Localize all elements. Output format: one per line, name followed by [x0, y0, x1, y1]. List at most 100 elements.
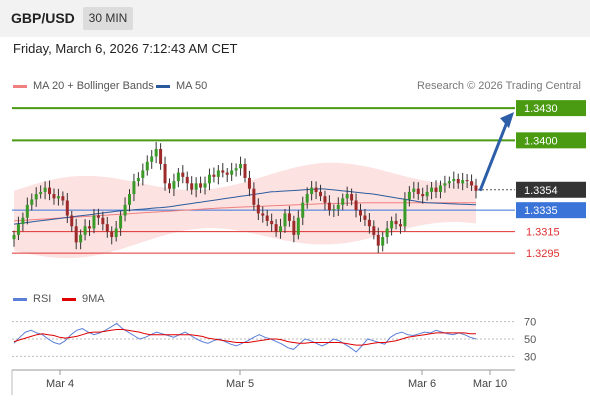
rsi-tick-label: 70 — [524, 317, 536, 329]
candle-body — [167, 183, 171, 189]
candle-body — [376, 234, 380, 246]
candle-body — [247, 177, 251, 189]
candle-body — [225, 172, 229, 175]
candle-body — [332, 209, 336, 211]
candle-body — [230, 170, 234, 175]
legend-item-rsi: RSI — [13, 293, 51, 305]
candle-body — [372, 226, 376, 235]
chart-datetime: Friday, March 6, 2026 7:12:43 AM CET — [13, 41, 238, 56]
candle-body — [461, 180, 465, 184]
candle-body — [39, 191, 43, 195]
legend-rsi-label: RSI — [33, 293, 52, 305]
candle-body — [274, 224, 278, 232]
candle-body — [398, 224, 402, 227]
candle-body — [123, 204, 127, 216]
x-tick-label: Mar 5 — [226, 378, 254, 390]
candle-body — [190, 183, 194, 190]
candle-body — [207, 174, 211, 184]
level-label-1.3354: 1.3354 — [524, 185, 558, 197]
candle-body — [61, 196, 65, 201]
level-label-1.3430: 1.3430 — [524, 103, 558, 115]
candle-body — [452, 179, 456, 182]
candle-body — [390, 220, 394, 229]
candle-body — [350, 194, 354, 201]
candle-body — [163, 163, 167, 184]
rsi-tick-label: 50 — [524, 334, 536, 346]
legend-ma20-label: MA 20 + Bollinger Bands — [33, 80, 154, 92]
candle-body — [119, 215, 123, 229]
candle-body — [43, 187, 47, 192]
legend-9ma-label: 9MA — [82, 293, 105, 305]
candle-body — [185, 176, 189, 184]
legend-ma50-label: MA 50 — [176, 80, 208, 92]
candle-body — [363, 215, 367, 220]
candle-body — [341, 198, 345, 205]
timeframe-button[interactable]: 30 MIN — [83, 7, 133, 30]
candle-body — [194, 183, 198, 190]
x-tick-label: Mar 4 — [46, 378, 74, 390]
candle-body — [438, 185, 442, 192]
candle-body — [470, 181, 474, 186]
candle-body — [394, 220, 398, 225]
candle-body — [430, 187, 434, 192]
candle-body — [203, 183, 207, 188]
candle-body — [367, 219, 371, 227]
candle-body — [154, 148, 158, 157]
level-tag-1.3354 — [516, 181, 586, 198]
candle-body — [114, 228, 118, 238]
level-tag-1.3400 — [516, 132, 586, 149]
candle-body — [12, 234, 16, 240]
candle-body — [447, 181, 451, 184]
candle-body — [336, 204, 340, 210]
candle-body — [456, 179, 460, 184]
candle-body — [256, 204, 260, 214]
candle-body — [16, 224, 20, 235]
candle-body — [145, 161, 149, 171]
candle-body — [101, 217, 105, 225]
candle-body — [327, 202, 331, 211]
legend-item-9ma: 9MA — [62, 293, 105, 305]
candle-body — [279, 226, 283, 232]
candle-body — [92, 215, 96, 229]
candle-body — [159, 148, 163, 164]
candle-body — [141, 170, 145, 178]
candle-body — [261, 213, 265, 216]
candle-body — [421, 194, 425, 197]
candle-body — [88, 226, 92, 229]
candle-body — [345, 194, 349, 199]
candle-body — [403, 199, 407, 227]
candle-body — [34, 194, 38, 200]
candle-body — [434, 187, 438, 192]
candle-body — [128, 194, 131, 205]
candle-body — [172, 181, 176, 189]
candle-body — [150, 156, 154, 162]
rsi-tick-label: 30 — [524, 351, 536, 363]
ma50-swatch — [156, 84, 170, 88]
candle-body — [83, 226, 87, 235]
candle-body — [96, 215, 100, 218]
level-label-1.3400: 1.3400 — [524, 135, 558, 147]
ma20-swatch — [13, 84, 27, 88]
candle-body — [270, 220, 274, 225]
candle-body — [354, 200, 358, 211]
x-tick-label: Mar 6 — [408, 378, 436, 390]
candle-body — [65, 200, 69, 216]
candle-body — [296, 217, 300, 235]
rsi-9ma-line — [13, 329, 476, 346]
x-tick-label: Mar 10 — [473, 378, 507, 390]
forecast-arrow-shaft — [478, 121, 509, 192]
candle-body — [105, 224, 109, 232]
candle-body — [305, 194, 309, 203]
candle-body — [314, 187, 318, 192]
candle-body — [287, 213, 291, 221]
candle-body — [110, 231, 114, 238]
candle-body — [176, 172, 180, 182]
candle-body — [30, 199, 34, 205]
legend-item-ma20: MA 20 + Bollinger Bands — [13, 80, 154, 92]
ma20-line — [13, 202, 476, 222]
candle-body — [79, 234, 83, 243]
level-label-1.3335: 1.3335 — [524, 205, 558, 217]
candle-body — [474, 185, 478, 191]
candle-body — [381, 237, 385, 246]
candle-body — [52, 194, 56, 199]
